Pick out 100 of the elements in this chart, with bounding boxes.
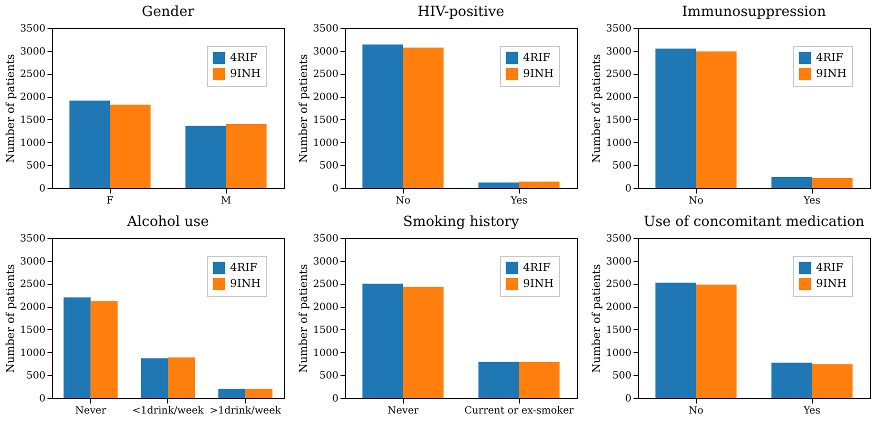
y-axis-title: Number of patients: [590, 264, 604, 373]
x-tick-label: Yes: [802, 196, 820, 206]
chart-title: Alcohol use: [126, 214, 209, 230]
y-tick-label: 1500: [20, 324, 46, 336]
bar: [519, 362, 560, 398]
y-tick-label: 1000: [606, 348, 632, 359]
y-tick-label: 0: [332, 184, 338, 194]
bar: [655, 48, 696, 188]
y-tick-label: 1500: [313, 114, 338, 126]
y-tick-label: 1500: [313, 324, 338, 336]
y-tick-label: 0: [625, 184, 632, 194]
y-tick-label: 3500: [606, 234, 632, 244]
y-tick-label: 500: [612, 160, 632, 172]
y-tick-label: 3000: [313, 256, 338, 268]
y-axis-title: Number of patients: [4, 54, 18, 163]
bar: [519, 182, 560, 188]
bar: [362, 284, 403, 398]
x-tick-label: Never: [387, 406, 419, 416]
y-tick-label: 3000: [606, 256, 632, 268]
y-tick-label: 1000: [313, 348, 338, 359]
legend-label: 9INH: [816, 67, 847, 80]
y-tick-label: 2500: [313, 279, 338, 290]
y-tick-label: 2500: [20, 279, 46, 290]
x-tick-label: <1drink/week: [132, 406, 205, 416]
y-tick-label: 1500: [606, 324, 632, 336]
bar: [771, 177, 812, 188]
y-tick-label: 0: [39, 394, 46, 404]
bar: [185, 126, 226, 188]
y-tick-label: 3000: [313, 46, 338, 58]
bar: [64, 297, 91, 398]
legend-label: 4RIF: [816, 51, 844, 64]
bar: [812, 364, 853, 398]
bar: [403, 48, 444, 188]
bar: [771, 362, 812, 398]
y-tick-label: 2000: [606, 92, 632, 104]
bar: [812, 178, 853, 188]
chart-title: Immunosuppression: [682, 4, 826, 20]
y-tick-label: 2500: [20, 69, 46, 80]
y-tick-label: 2000: [313, 92, 338, 104]
chart-title: HIV-positive: [418, 4, 504, 20]
y-tick-label: 500: [612, 370, 632, 382]
y-tick-label: 0: [39, 184, 46, 194]
y-axis-title: Number of patients: [297, 54, 310, 163]
chart-title: Smoking history: [402, 214, 520, 230]
y-tick-label: 3000: [606, 46, 632, 58]
legend-label: 9INH: [523, 277, 554, 290]
x-tick-label: >1drink/week: [210, 406, 282, 416]
legend-label: 4RIF: [523, 51, 551, 64]
y-tick-label: 2500: [606, 69, 632, 80]
y-tick-label: 0: [332, 394, 338, 404]
y-tick-label: 3500: [313, 234, 338, 244]
y-tick-label: 1500: [20, 114, 46, 126]
y-tick-label: 3000: [20, 256, 46, 268]
x-tick-label: No: [688, 196, 704, 206]
bar: [69, 100, 110, 188]
y-axis-title: Number of patients: [590, 54, 604, 163]
y-tick-label: 1000: [20, 348, 46, 359]
y-tick-label: 1000: [20, 138, 46, 149]
x-tick-label: No: [688, 406, 704, 416]
chart-title: Use of concomitant medication: [644, 214, 864, 230]
y-tick-label: 500: [26, 160, 46, 172]
legend-label: 9INH: [230, 277, 261, 290]
y-tick-label: 1500: [606, 114, 632, 126]
bar: [218, 388, 246, 398]
y-tick-label: 2000: [313, 302, 338, 314]
bar: [478, 182, 519, 188]
bar: [90, 301, 118, 398]
y-axis-title: Number of patients: [4, 264, 18, 373]
y-tick-label: 0: [625, 394, 632, 404]
y-tick-label: 3500: [606, 24, 632, 34]
bar: [478, 362, 519, 398]
bar: [362, 44, 403, 188]
x-tick-label: Current or ex-smoker: [464, 406, 574, 416]
x-tick-label: Yes: [802, 406, 820, 416]
bar: [655, 282, 696, 398]
y-tick-label: 500: [26, 370, 46, 382]
legend-label: 4RIF: [816, 261, 844, 274]
x-tick-label: M: [220, 196, 232, 206]
x-tick-label: Yes: [510, 196, 528, 206]
y-tick-label: 2000: [606, 302, 632, 314]
y-tick-label: 2000: [20, 92, 46, 104]
bar: [226, 124, 267, 188]
y-tick-label: 500: [319, 370, 338, 382]
bar: [696, 51, 737, 188]
legend-label: 4RIF: [230, 51, 258, 64]
bar: [168, 357, 196, 398]
x-tick-label: F: [106, 196, 114, 206]
bar: [110, 104, 151, 188]
y-tick-label: 3500: [20, 234, 46, 244]
legend-label: 4RIF: [523, 261, 551, 274]
legend-label: 9INH: [523, 67, 554, 80]
y-tick-label: 3500: [313, 24, 338, 34]
y-tick-label: 500: [319, 160, 338, 172]
legend-label: 4RIF: [230, 261, 258, 274]
y-axis-title: Number of patients: [297, 264, 310, 373]
y-tick-label: 1000: [313, 138, 338, 149]
legend-label: 9INH: [230, 67, 261, 80]
y-tick-label: 1000: [606, 138, 632, 149]
chart-title: Gender: [142, 4, 195, 20]
y-tick-label: 2500: [606, 279, 632, 290]
